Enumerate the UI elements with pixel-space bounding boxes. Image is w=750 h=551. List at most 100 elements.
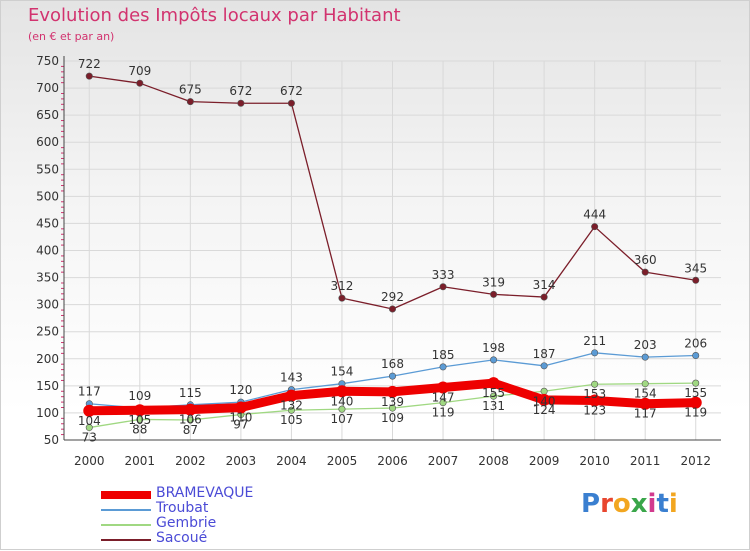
data-point [285, 389, 298, 402]
y-tick-label: 200 [36, 352, 59, 366]
data-label: 187 [533, 347, 556, 361]
data-label: 147 [432, 390, 455, 404]
legend-item-sacoue: Sacoué [101, 530, 321, 547]
data-label: 105 [280, 413, 303, 427]
data-point [437, 381, 450, 394]
y-tick-label: 700 [36, 81, 59, 95]
data-point [439, 363, 447, 371]
data-label: 292 [381, 290, 404, 304]
data-point [490, 356, 498, 364]
data-label: 360 [634, 253, 657, 267]
y-tick-label: 100 [36, 406, 59, 420]
data-point [338, 294, 346, 302]
legend-swatch-bramevaque [101, 491, 151, 499]
data-point [540, 293, 548, 301]
x-tick-label: 2004 [276, 454, 307, 468]
x-tick-label: 2003 [226, 454, 257, 468]
data-point [439, 283, 447, 291]
y-tick-label: 250 [36, 325, 59, 339]
data-label: 154 [634, 387, 657, 401]
data-point [487, 377, 500, 390]
data-label: 115 [179, 386, 202, 400]
logo-letter: o [612, 489, 631, 519]
data-label: 314 [533, 278, 556, 292]
data-point [85, 72, 93, 80]
logo-letter: i [647, 489, 657, 519]
legend-label-troubat: Troubat [156, 500, 209, 516]
data-point [641, 268, 649, 276]
data-point [388, 404, 396, 412]
data-label: 107 [331, 412, 354, 426]
data-label: 444 [583, 208, 606, 222]
y-tick-label: 450 [36, 216, 59, 230]
x-tick-label: 2009 [529, 454, 560, 468]
data-point [335, 385, 348, 398]
data-point [591, 380, 599, 388]
y-tick-label: 650 [36, 108, 59, 122]
data-point [591, 223, 599, 231]
data-label: 203 [634, 338, 657, 352]
data-label: 119 [432, 406, 455, 420]
data-label: 109 [128, 389, 151, 403]
data-label: 110 [229, 411, 252, 425]
logo-letter: r [600, 489, 613, 519]
data-label: 97 [233, 418, 248, 432]
x-tick-label: 2001 [125, 454, 156, 468]
data-label: 168 [381, 357, 404, 371]
data-point [490, 290, 498, 298]
x-tick-label: 2006 [377, 454, 408, 468]
data-point [136, 415, 144, 423]
data-label: 139 [381, 395, 404, 409]
data-point [237, 99, 245, 107]
data-label: 722 [78, 57, 101, 71]
data-label: 124 [533, 403, 556, 417]
data-label: 87 [183, 423, 198, 437]
data-label: 206 [684, 337, 707, 351]
legend-item-troubat: Troubat [101, 500, 321, 517]
data-label: 672 [229, 84, 252, 98]
data-label: 709 [128, 64, 151, 78]
data-label: 104 [78, 414, 101, 428]
data-label: 119 [684, 406, 707, 420]
data-point [287, 99, 295, 107]
y-tick-label: 50 [44, 433, 59, 447]
x-tick-label: 2005 [327, 454, 358, 468]
data-label: 140 [331, 394, 354, 408]
data-point [692, 276, 700, 284]
data-label: 109 [381, 411, 404, 425]
y-tick-label: 600 [36, 135, 59, 149]
legend-item-gembrie: Gembrie [101, 515, 321, 532]
data-point [184, 403, 197, 416]
data-point [338, 405, 346, 413]
y-tick-label: 150 [36, 379, 59, 393]
chart-title: Evolution des Impôts locaux par Habitant [28, 5, 401, 26]
logo-letter: i [668, 489, 678, 519]
logo-letter: x [630, 489, 648, 519]
data-label: 211 [583, 334, 606, 348]
data-point [287, 406, 295, 414]
x-tick-label: 2008 [478, 454, 509, 468]
data-label: 153 [583, 387, 606, 401]
data-point [388, 372, 396, 380]
x-tick-label: 2011 [630, 454, 661, 468]
legend-label-bramevaque: BRAMEVAQUE [156, 485, 254, 501]
data-label: 185 [432, 348, 455, 362]
data-label: 155 [482, 386, 505, 400]
data-point [439, 399, 447, 407]
data-point [388, 305, 396, 313]
data-point [234, 401, 247, 414]
chart-subtitle: (en € et par an) [28, 30, 115, 43]
legend-swatch-troubat [101, 509, 151, 511]
data-point [186, 98, 194, 106]
data-label: 154 [331, 365, 354, 379]
data-label: 106 [179, 413, 202, 427]
data-point [591, 349, 599, 357]
x-tick-label: 2002 [175, 454, 206, 468]
data-label: 312 [331, 279, 354, 293]
data-point [136, 79, 144, 87]
y-tick-label: 750 [36, 54, 59, 68]
y-tick-label: 550 [36, 162, 59, 176]
data-label: 131 [482, 399, 505, 413]
